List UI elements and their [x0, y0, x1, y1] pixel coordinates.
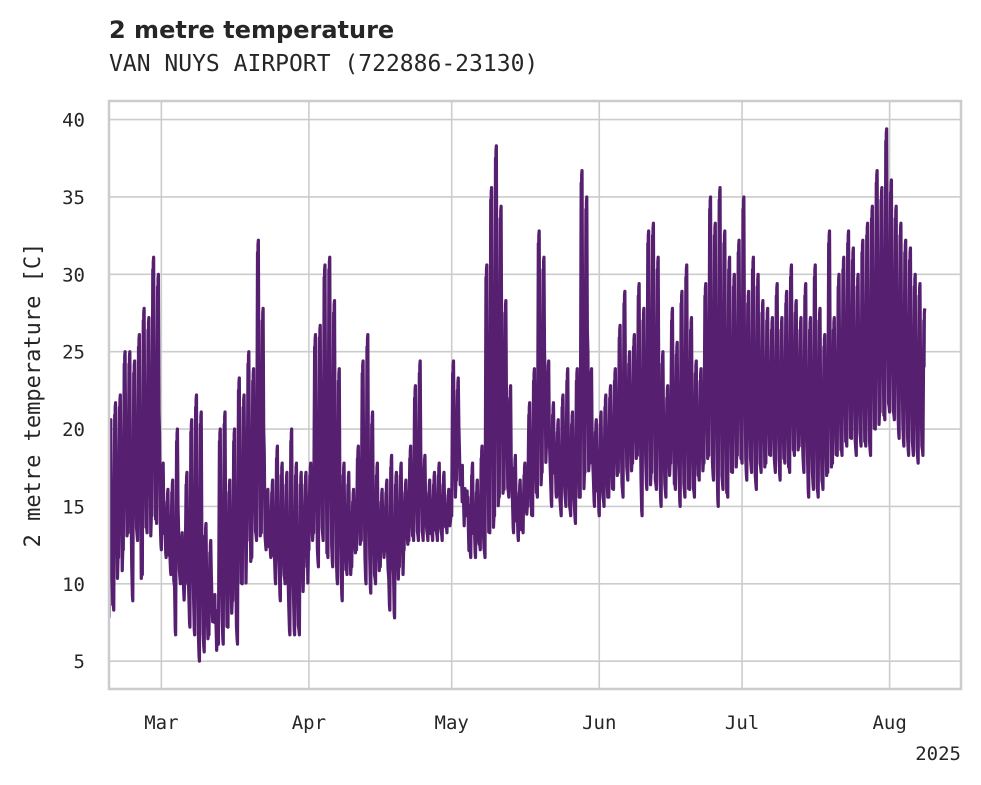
y-tick-label: 5 — [74, 651, 85, 673]
y-tick-label: 15 — [62, 496, 85, 518]
y-tick-label: 35 — [62, 187, 85, 209]
y-tick-label: 30 — [62, 264, 85, 286]
x-tick-label: May — [435, 712, 469, 734]
tick-labels: 5 10 15 20 25 30 35 40 Mar Apr May Jun Jul Aug — [62, 110, 907, 734]
x-tick-label: Jul — [725, 712, 759, 734]
y-axis-label: 2 metre temperature [C] — [21, 243, 46, 548]
y-tick-label: 25 — [62, 342, 85, 364]
chart-subtitle: VAN NUYS AIRPORT (722886-23130) — [109, 51, 539, 77]
y-tick-label: 40 — [62, 110, 85, 132]
x-tick-label: Apr — [292, 712, 326, 734]
x-tick-label: Mar — [144, 712, 178, 734]
x-tick-label: Aug — [872, 712, 906, 734]
series-layer — [109, 127, 927, 663]
plot-frame — [107, 99, 963, 691]
x-tick-label: Jun — [582, 712, 616, 734]
chart-title: 2 metre temperature — [109, 16, 395, 44]
x-offset-label: 2025 — [915, 743, 961, 765]
y-tick-label: 10 — [62, 574, 85, 596]
y-tick-label: 20 — [62, 419, 85, 441]
temperature-series-line — [109, 127, 927, 663]
